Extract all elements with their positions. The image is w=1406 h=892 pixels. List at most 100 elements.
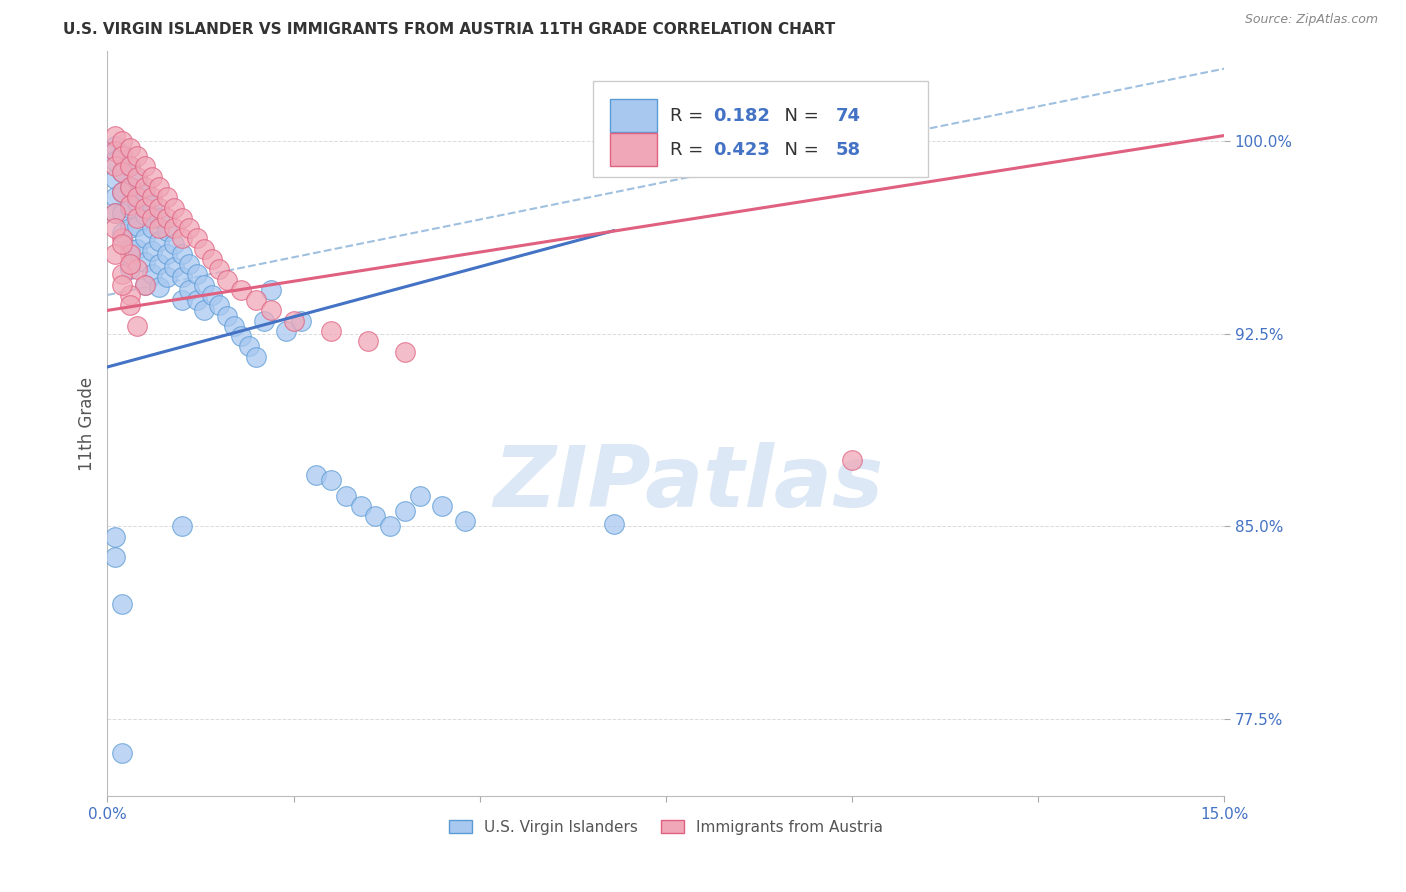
Point <box>245 293 267 307</box>
Point <box>380 519 402 533</box>
Point <box>179 283 201 297</box>
Point <box>111 164 134 178</box>
Point <box>170 231 193 245</box>
Y-axis label: 11th Grade: 11th Grade <box>79 376 96 471</box>
Point <box>118 160 141 174</box>
Point <box>349 499 371 513</box>
Point <box>134 208 156 222</box>
Point <box>111 231 134 245</box>
Point <box>193 303 215 318</box>
Point <box>231 283 253 297</box>
Point <box>305 467 328 482</box>
Point <box>127 169 149 184</box>
Point <box>335 489 357 503</box>
Point <box>156 190 179 204</box>
Point <box>134 231 156 245</box>
Point <box>104 144 127 158</box>
Text: 58: 58 <box>835 141 860 159</box>
Point <box>118 262 141 277</box>
Point <box>319 473 342 487</box>
Point <box>127 242 149 256</box>
Point <box>215 309 238 323</box>
Point <box>111 268 134 282</box>
Point <box>118 198 141 212</box>
Point <box>134 185 156 199</box>
Point <box>170 270 193 285</box>
Point <box>104 221 127 235</box>
Point <box>394 504 416 518</box>
Point <box>104 205 127 219</box>
Point <box>141 221 163 235</box>
Point <box>208 262 231 277</box>
Point <box>127 318 149 333</box>
Point <box>104 530 127 544</box>
Point <box>141 244 163 259</box>
Point <box>186 268 208 282</box>
Point <box>201 252 224 266</box>
Point <box>170 519 193 533</box>
Point <box>170 211 193 225</box>
Text: R =: R = <box>671 141 709 159</box>
Point <box>111 236 134 251</box>
Point <box>156 270 179 285</box>
Point <box>148 257 170 271</box>
Point <box>253 314 276 328</box>
Point <box>118 257 141 271</box>
Point <box>357 334 380 349</box>
Point <box>409 489 432 503</box>
Point <box>104 247 127 261</box>
Point <box>186 293 208 307</box>
Point <box>274 324 297 338</box>
Point <box>118 221 141 235</box>
Point <box>260 303 283 318</box>
Point <box>222 318 245 333</box>
Text: ZIPatlas: ZIPatlas <box>494 442 883 524</box>
Point <box>111 597 134 611</box>
Point <box>127 149 149 163</box>
Point <box>127 219 149 233</box>
Point <box>118 141 141 155</box>
Point <box>156 224 179 238</box>
Point <box>118 288 141 302</box>
Point <box>118 180 141 194</box>
Point <box>454 514 477 528</box>
FancyBboxPatch shape <box>593 80 928 178</box>
Point <box>148 211 170 225</box>
Point <box>163 236 186 251</box>
Point <box>141 211 163 225</box>
Point <box>208 298 231 312</box>
Point <box>841 452 863 467</box>
Point <box>127 195 149 210</box>
Point <box>104 154 127 169</box>
Point <box>602 516 624 531</box>
Point <box>148 280 170 294</box>
Point <box>118 247 141 261</box>
Point <box>231 329 253 343</box>
Point <box>104 160 127 174</box>
Point <box>163 260 186 274</box>
Point <box>179 221 201 235</box>
Point <box>134 180 156 194</box>
Point <box>156 211 179 225</box>
Point <box>127 211 149 225</box>
Text: 0.182: 0.182 <box>713 106 769 125</box>
Point <box>141 190 163 204</box>
Point <box>111 134 134 148</box>
Point <box>134 254 156 268</box>
Point <box>104 190 127 204</box>
Point <box>111 185 134 199</box>
Point <box>148 201 170 215</box>
Point <box>111 146 134 161</box>
Point <box>163 201 186 215</box>
Point <box>238 339 260 353</box>
Point <box>111 226 134 240</box>
FancyBboxPatch shape <box>610 99 657 132</box>
Point <box>193 277 215 292</box>
Point <box>245 350 267 364</box>
FancyBboxPatch shape <box>610 133 657 166</box>
Point <box>134 277 156 292</box>
Point <box>134 201 156 215</box>
Text: R =: R = <box>671 106 709 125</box>
Point <box>156 247 179 261</box>
Point <box>179 257 201 271</box>
